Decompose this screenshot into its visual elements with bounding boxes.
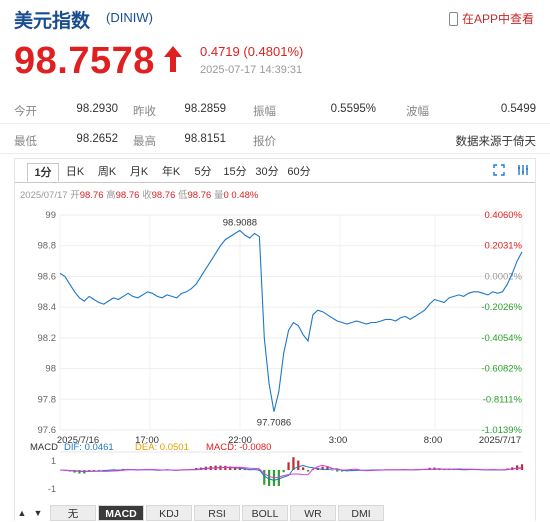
symbol-code: (DINIW) [106,10,153,25]
pct-tick-label: -0.8111% [483,394,523,405]
x-tick-label: 8:00 [424,435,443,446]
ohlc-close-label: 收 [142,190,152,201]
tab-5min[interactable]: 5分 [194,166,212,178]
quote-row: 最低 98.2652 最高 98.8151 报价 数据来源于倚天 [0,124,550,154]
open-in-app-link[interactable]: 在APP中查看 [448,10,534,27]
indicator-kdj[interactable]: KDJ [146,504,192,521]
x-tick-label: 17:00 [135,435,159,446]
x-tick-label: 2025/7/17 [479,435,521,446]
quote-label: 最低 [14,136,37,148]
macd-readout: DIF: 0.0461 [64,442,114,453]
arrow-up-icon [164,46,182,72]
macd-tick-label: -1 [48,484,56,494]
pct-tick-label: 0.0002% [484,271,522,282]
tab-yearly[interactable]: 年K [161,166,181,178]
ohlc-readout: 2025/07/17 开98.76 高98.76 收98.76 低98.76 量… [20,187,258,201]
settings-icon[interactable] [517,164,529,176]
quote-label: 报价 [253,136,276,148]
ohlc-vol-label: 量 [213,190,224,201]
dea-line [59,464,523,479]
y-tick-label: 98.2 [38,333,57,344]
tab-1min[interactable]: 1分 [27,163,59,182]
y-tick-label: 97.6 [38,425,57,436]
ohlc-low-label: 低 [178,190,188,201]
quote-label: 振幅 [253,106,276,118]
pct-tick-label: -0.6082% [481,364,522,375]
page-title: 美元指数 [14,11,91,32]
quote-value: 98.8151 [184,133,226,145]
chart-panel: 1分 日K 周K 月K 年K 5分 15分 30分 60分 [14,158,536,521]
quote-time: 2025-07-17 14:39:31 [200,64,303,76]
price-chart[interactable]: 99 98.8 98.6 98.4 98.2 98 97.8 97.6 0.4060% 0.20… [0,200,550,500]
y-tick-label: 98 [45,364,56,375]
macd-tick-label: 1 [51,456,56,466]
price-series-line [59,229,523,412]
ohlc-low: 98.76 [187,190,212,201]
ohlc-high-label: 高 [106,190,116,201]
quote-label: 最高 [133,136,156,148]
tab-30min[interactable]: 30分 [255,166,279,178]
tab-monthly[interactable]: 月K [129,166,149,178]
x-tick-label: 2025/7/16 [57,435,99,446]
data-source: 数据来源于倚天 [455,136,537,148]
quote-value: 0.5595% [330,103,376,115]
quote-row: 今开 98.2930 昨收 98.2859 振幅 0.5595% 波幅 0.54… [0,94,550,124]
macd-readout: MACD: -0.0080 [206,442,271,453]
macd-readout: DEA: 0.0501 [135,442,189,453]
indicator-rsi[interactable]: RSI [194,504,240,521]
x-tick-label: 3:00 [329,435,348,446]
quote-value: 98.2859 [184,103,226,115]
indicator-boll[interactable]: BOLL [242,504,288,521]
tabs-divider [15,182,535,183]
scroll-up-button[interactable]: ▲ [17,507,27,518]
high-annotation: 98.9088 [223,217,257,228]
y-tick-label: 98.4 [38,302,57,313]
tab-15min[interactable]: 15分 [223,166,247,178]
ohlc-vol: 0 [223,190,229,201]
pct-tick-label: -0.4054% [481,333,522,344]
quote-label: 波幅 [406,106,429,118]
y-tick-label: 98.6 [38,271,57,282]
ohlc-pct: 0.48% [231,190,259,201]
indicator-dmi[interactable]: DMI [338,504,384,521]
ohlc-open: 98.76 [79,190,104,201]
ohlc-close: 98.76 [151,190,176,201]
ohlc-date: 2025/07/17 [20,190,68,201]
price-change: 0.4719 (0.4801%) [200,44,304,59]
indicator-wr[interactable]: WR [290,504,336,521]
y-tick-label: 99 [45,210,56,221]
x-tick-label: 22:00 [228,435,252,446]
ohlc-open-label: 开 [70,190,80,201]
period-tabs: 1分 日K 周K 月K 年K 5分 15分 30分 60分 [15,163,315,183]
ohlc-high: 98.76 [115,190,140,201]
pct-tick-label: 0.4060% [484,210,522,221]
current-price: 98.7578 [14,40,155,82]
tab-60min[interactable]: 60分 [287,166,311,178]
tab-weekly[interactable]: 周K [97,166,117,178]
pct-tick-label: -0.2026% [481,302,522,313]
quote-value: 0.5499 [500,103,536,115]
fullscreen-icon[interactable] [493,164,505,176]
quote-label: 今开 [14,106,37,118]
indicator-macd[interactable]: MACD [98,504,144,521]
macd-readout: MACD [30,442,58,453]
indicator-none[interactable]: 无 [50,504,96,521]
quote-label: 昨收 [133,106,156,118]
quote-value: 98.2652 [76,133,118,145]
tab-daily[interactable]: 日K [65,166,85,178]
pct-tick-label: -1.0139% [481,425,522,436]
pct-tick-label: 0.2031% [484,241,522,252]
low-annotation: 97.7086 [257,418,291,429]
y-tick-label: 97.8 [38,394,57,405]
quote-value: 98.2930 [76,103,118,115]
chart-toolbar [493,164,529,176]
dif-line [59,464,523,481]
scroll-down-button[interactable]: ▼ [33,507,43,518]
phone-icon [448,11,458,26]
indicator-tabs: ▲ ▼ 无 MACD KDJ RSI BOLL WR DMI [14,504,386,521]
open-in-app-label: 在APP中查看 [461,12,534,26]
y-tick-label: 98.8 [38,241,57,252]
